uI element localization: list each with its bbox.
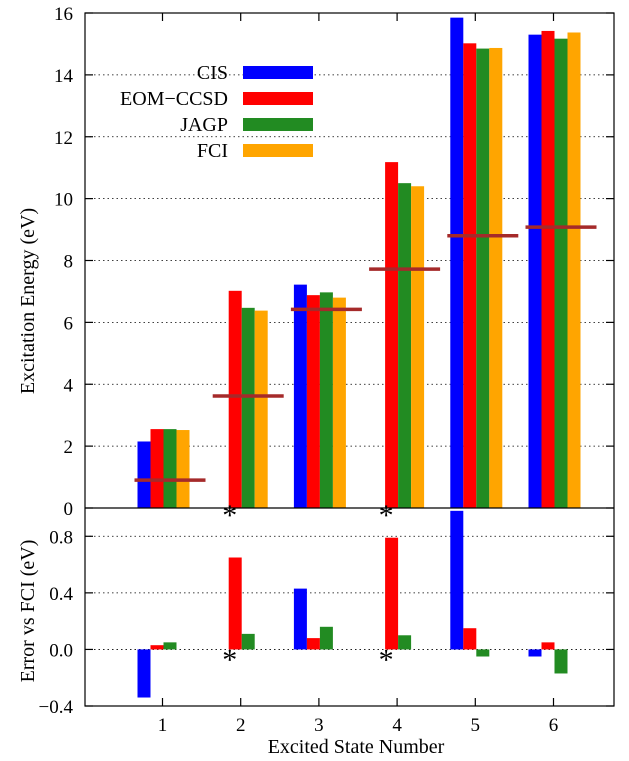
- x-tick-label: 6: [549, 715, 559, 736]
- y-tick-label: 12: [54, 128, 73, 149]
- bottom-bar-jagp: [163, 642, 177, 650]
- bottom-bar-cis: [450, 510, 464, 650]
- bottom-bars: [137, 510, 568, 698]
- bottom-bar-eomccsd: [228, 557, 242, 650]
- top-bar-eomccsd: [541, 30, 555, 508]
- y-tick-label: 0.8: [49, 527, 73, 548]
- top-bars: [137, 17, 581, 508]
- bottom-bar-jagp: [398, 635, 412, 650]
- legend-label: CIS: [197, 62, 228, 84]
- y-tick-label: 6: [64, 313, 74, 334]
- bottom-bar-eomccsd: [150, 645, 164, 650]
- bottom-bar-eomccsd: [541, 642, 555, 650]
- legend: CIS EOM−CCSD JAGP FCI: [120, 62, 313, 162]
- top-bar-jagp: [398, 183, 412, 508]
- plot-border: [84, 12, 615, 707]
- bottom-bar-cis: [137, 649, 151, 698]
- top-bar-eomccsd: [463, 43, 477, 508]
- top-bar-jagp: [319, 292, 333, 508]
- top-bar-eomccsd: [150, 429, 164, 508]
- missing-marker: *: [379, 644, 394, 677]
- legend-swatch: [243, 92, 313, 105]
- top-bar-jagp: [554, 38, 568, 508]
- bottom-bar-eomccsd: [306, 638, 320, 650]
- bottom-bar-jagp: [319, 626, 333, 650]
- top-bar-cis: [450, 17, 464, 508]
- missing-marker: *: [222, 499, 237, 532]
- x-tick-label: 1: [158, 715, 168, 736]
- top-bar-eomccsd: [385, 162, 399, 508]
- top-bar-cis: [293, 284, 307, 508]
- bottom-bar-jagp: [241, 633, 255, 650]
- x-tick-label: 4: [392, 715, 402, 736]
- top-bar-fci: [411, 186, 425, 508]
- y-tick-label: 4: [64, 375, 74, 396]
- top-bar-jagp: [476, 48, 490, 508]
- y-axis-label-bottom: Error vs FCI (eV): [17, 540, 39, 683]
- y-tick-label: 16: [54, 4, 73, 25]
- y-tick-label: 0.4: [49, 584, 73, 605]
- top-bar-fci: [332, 297, 346, 508]
- legend-swatch: [243, 144, 313, 157]
- top-bar-jagp: [163, 429, 177, 508]
- y-axis-label-top: Excitation Energy (eV): [17, 208, 39, 394]
- top-bar-eomccsd: [306, 295, 320, 508]
- y-tick-label: 14: [54, 66, 74, 87]
- bottom-bar-jagp: [554, 649, 568, 674]
- legend-swatch: [243, 118, 313, 131]
- x-tick-label: 2: [236, 715, 246, 736]
- legend-label: JAGP: [180, 114, 228, 136]
- y-tick-label: −0.4: [39, 697, 74, 718]
- top-bar-fci: [489, 47, 503, 508]
- legend-swatch: [243, 66, 313, 79]
- bottom-bar-jagp: [476, 649, 490, 657]
- top-bar-cis: [528, 34, 542, 508]
- x-tick-label: 3: [314, 715, 324, 736]
- x-axis-label: Excited State Number: [268, 736, 445, 758]
- y-tick-label: 0.0: [49, 640, 73, 661]
- bottom-bar-eomccsd: [385, 537, 399, 650]
- y-tick-label: 8: [64, 252, 74, 273]
- y-tick-label: 2: [64, 437, 74, 458]
- bottom-bar-eomccsd: [463, 628, 477, 650]
- bottom-bar-cis: [293, 588, 307, 650]
- plot-frames: [84, 12, 615, 707]
- top-bar-fci: [567, 32, 581, 508]
- missing-marker: *: [222, 644, 237, 677]
- legend-label: FCI: [197, 140, 228, 162]
- top-bar-jagp: [241, 307, 255, 508]
- x-tick-label: 5: [471, 715, 481, 736]
- top-bar-cis: [137, 441, 151, 508]
- legend-label: EOM−CCSD: [120, 88, 228, 110]
- top-bar-fci: [176, 430, 190, 508]
- y-tick-label: 10: [54, 190, 73, 211]
- bottom-bar-cis: [528, 649, 542, 657]
- missing-marker: *: [379, 499, 394, 532]
- top-bar-fci: [254, 310, 268, 508]
- top-bar-eomccsd: [228, 290, 242, 508]
- y-tick-label: 0: [64, 499, 74, 520]
- top-reference-lines: [134, 225, 597, 482]
